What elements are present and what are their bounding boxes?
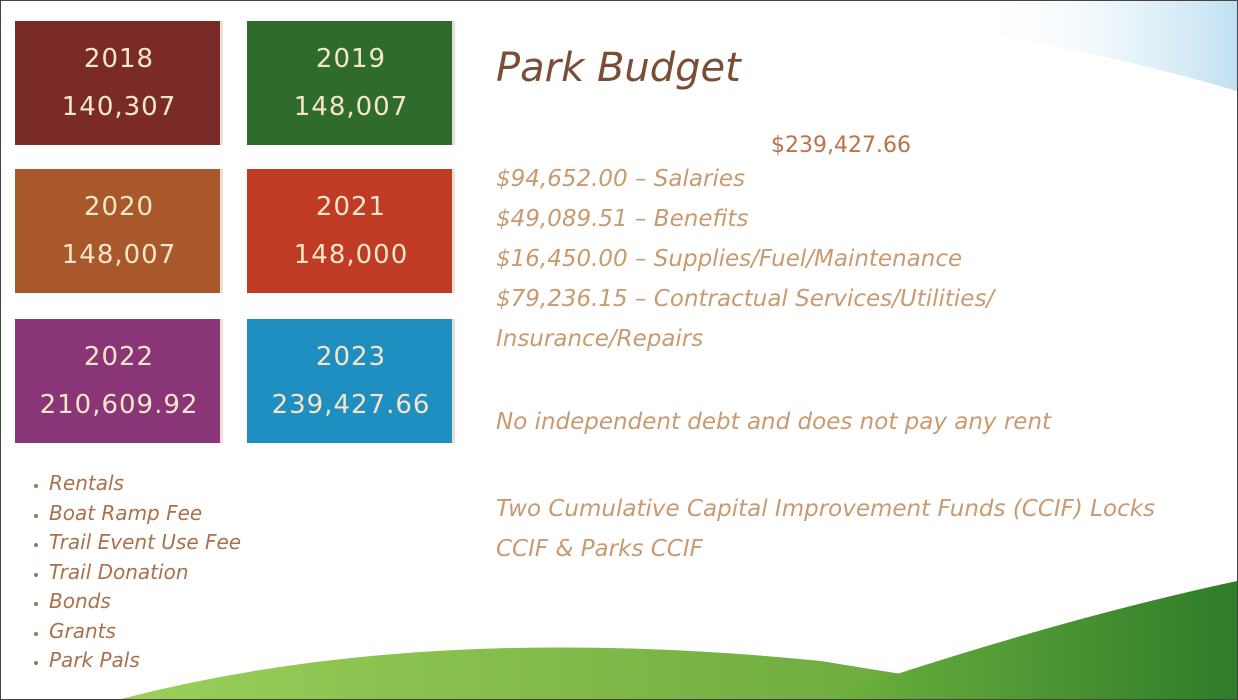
tile-amount: 148,007 bbox=[294, 83, 409, 131]
tile-amount: 210,609.92 bbox=[40, 381, 199, 429]
hill bbox=[821, 581, 1237, 699]
revenue-item: Rentals bbox=[49, 469, 241, 499]
tile-year: 2019 bbox=[316, 35, 386, 83]
budget-item: $16,450.00 – Supplies/Fuel/Maintenance bbox=[496, 239, 1156, 279]
slide: 2018 140,307 2019 148,007 2020 148,007 2… bbox=[0, 0, 1238, 700]
year-tile: 2018 140,307 bbox=[15, 21, 223, 145]
year-tile: 2019 148,007 bbox=[247, 21, 455, 145]
tile-year: 2018 bbox=[84, 35, 154, 83]
tile-amount: 148,007 bbox=[62, 231, 177, 279]
title: Park Budget bbox=[496, 45, 741, 91]
tile-amount: 239,427.66 bbox=[272, 381, 431, 429]
total: $239,427.66 bbox=[771, 133, 911, 158]
tile-year: 2020 bbox=[84, 183, 154, 231]
revenue-list: Rentals Boat Ramp Fee Trail Event Use Fe… bbox=[21, 469, 241, 676]
revenue-item: Trail Event Use Fee bbox=[49, 528, 241, 558]
year-tile: 2021 148,000 bbox=[247, 169, 455, 293]
year-tile: 2023 239,427.66 bbox=[247, 319, 455, 443]
revenue-item: Park Pals bbox=[49, 646, 241, 676]
budget-item: $49,089.51 – Benefits bbox=[496, 199, 1156, 239]
budget-item: $79,236.15 – Contractual Services/Utilit… bbox=[496, 279, 1156, 359]
tile-year: 2022 bbox=[84, 333, 154, 381]
note: No independent debt and does not pay any… bbox=[496, 409, 1051, 435]
revenue-item: Boat Ramp Fee bbox=[49, 499, 241, 529]
year-tile: 2020 148,007 bbox=[15, 169, 223, 293]
tile-year: 2021 bbox=[316, 183, 386, 231]
tile-amount: 148,000 bbox=[294, 231, 409, 279]
sky bbox=[701, 1, 1237, 91]
revenue-item: Bonds bbox=[49, 587, 241, 617]
budget-item: $94,652.00 – Salaries bbox=[496, 159, 1156, 199]
revenue-item: Trail Donation bbox=[49, 558, 241, 588]
revenue-item: Grants bbox=[49, 617, 241, 647]
tile-amount: 140,307 bbox=[62, 83, 177, 131]
note: Two Cumulative Capital Improvement Funds… bbox=[496, 489, 1176, 569]
year-tile: 2022 210,609.92 bbox=[15, 319, 223, 443]
tile-year: 2023 bbox=[316, 333, 386, 381]
